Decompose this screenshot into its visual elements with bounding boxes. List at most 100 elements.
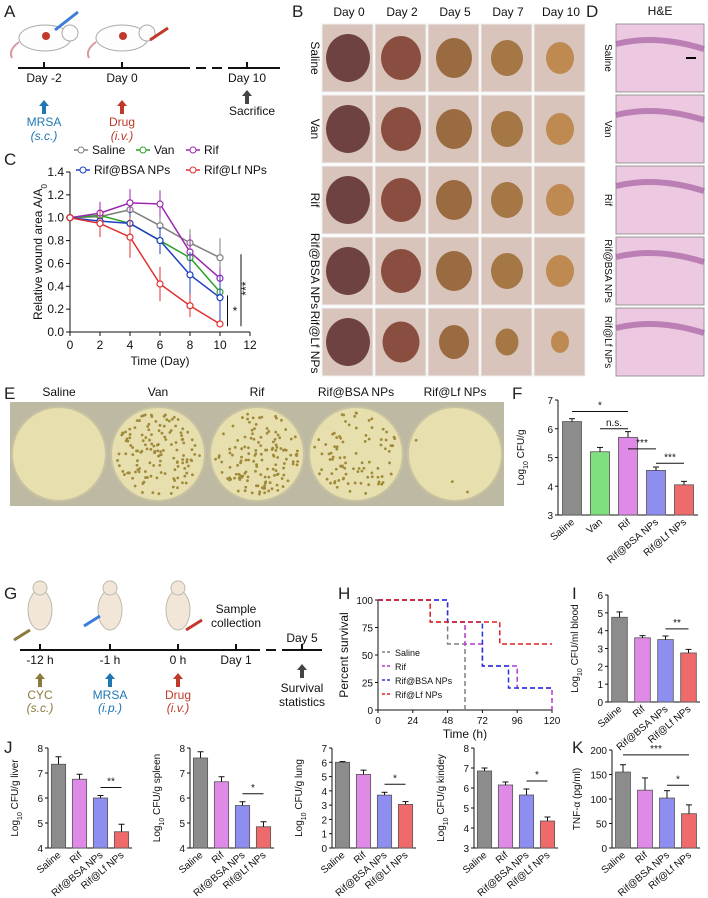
colony bbox=[173, 468, 177, 472]
y-tick-label: 0 bbox=[367, 706, 373, 717]
colony bbox=[170, 417, 174, 421]
bar bbox=[334, 761, 351, 849]
colony bbox=[331, 455, 335, 459]
bar bbox=[674, 484, 694, 516]
colony bbox=[126, 471, 130, 475]
y-tick-label: 5 bbox=[547, 454, 553, 465]
colony bbox=[274, 414, 277, 418]
bar bbox=[397, 804, 414, 849]
event-route: (i.p.) bbox=[98, 701, 122, 715]
event-route: (s.c.) bbox=[31, 129, 58, 143]
colony bbox=[153, 451, 156, 455]
colony bbox=[255, 463, 258, 467]
colony bbox=[273, 437, 277, 441]
y-tick-label: 5 bbox=[179, 819, 185, 830]
event-label: statistics bbox=[279, 695, 325, 709]
y-tick-label: 5 bbox=[463, 804, 469, 815]
colony bbox=[147, 422, 151, 426]
y-tick-label: 0.4 bbox=[47, 279, 64, 293]
epidermis-layer bbox=[615, 321, 705, 336]
x-tick-label: 10 bbox=[213, 338, 227, 352]
colony bbox=[273, 473, 276, 477]
data-point bbox=[216, 320, 224, 328]
colony bbox=[239, 459, 243, 463]
bar bbox=[646, 470, 666, 516]
bar bbox=[634, 637, 651, 703]
y-tick-label: 4 bbox=[597, 627, 603, 638]
colony bbox=[250, 491, 254, 495]
wound-area bbox=[326, 247, 370, 295]
plate-label: Van bbox=[148, 385, 168, 399]
colony bbox=[134, 470, 137, 474]
colony bbox=[133, 426, 137, 430]
legend-label: Rif@Lf NPs bbox=[395, 690, 443, 700]
bar bbox=[92, 797, 109, 849]
colony bbox=[248, 420, 251, 424]
wound-area bbox=[491, 40, 523, 76]
colony bbox=[144, 436, 148, 440]
colony bbox=[243, 445, 247, 449]
group-label: Van bbox=[308, 119, 322, 139]
day-label: Day 5 bbox=[439, 5, 471, 19]
colony bbox=[286, 479, 290, 483]
y-tick-label: 100 bbox=[356, 596, 373, 607]
colony bbox=[148, 438, 151, 442]
colony bbox=[252, 437, 256, 441]
colony bbox=[174, 441, 178, 444]
colony bbox=[333, 445, 337, 449]
y-tick-label: 4 bbox=[37, 844, 43, 855]
colony bbox=[295, 452, 299, 456]
colony bbox=[357, 467, 361, 470]
colony bbox=[244, 458, 248, 462]
epidermis-layer bbox=[615, 37, 705, 52]
colony bbox=[135, 419, 139, 423]
panel-c-chart: Saline Van Rif Rif@BSA NPs Rif@Lf NPs 0.0 0.2 0… bbox=[31, 143, 267, 368]
colony bbox=[237, 472, 241, 476]
colony bbox=[252, 459, 256, 463]
y-axis-label-tail: CFU/g spleen bbox=[152, 754, 163, 818]
colony bbox=[231, 424, 235, 428]
panel-a-timeline: Day -2 Day 0 Day 10 MRSA (s.c.) Drug (i.… bbox=[9, 10, 280, 143]
colony bbox=[135, 449, 138, 453]
colony bbox=[264, 480, 268, 484]
colony bbox=[330, 472, 334, 475]
wound-area bbox=[546, 255, 574, 287]
bar bbox=[255, 826, 272, 849]
mouse-icon bbox=[86, 24, 156, 59]
wound-area bbox=[436, 38, 472, 78]
colony bbox=[274, 443, 278, 447]
colony bbox=[291, 462, 295, 466]
colony bbox=[466, 490, 469, 494]
colony bbox=[176, 464, 180, 468]
colony bbox=[280, 418, 283, 422]
panel-f-letter: F bbox=[512, 384, 523, 403]
colony bbox=[251, 416, 255, 420]
y-axis-label-sub: 10 bbox=[301, 812, 308, 820]
colony bbox=[450, 480, 454, 484]
colony bbox=[380, 475, 384, 478]
bar bbox=[518, 794, 535, 849]
colony bbox=[260, 458, 264, 462]
colony bbox=[125, 437, 129, 441]
colony bbox=[150, 433, 153, 437]
colony bbox=[159, 471, 163, 474]
colony bbox=[136, 459, 139, 463]
colony bbox=[157, 429, 161, 433]
colony bbox=[182, 454, 185, 457]
arrow-up-icon bbox=[242, 90, 252, 104]
y-tick-label: 6 bbox=[597, 591, 603, 602]
colony bbox=[198, 454, 201, 458]
y-tick-label: 8 bbox=[37, 744, 43, 755]
wound-area bbox=[326, 34, 370, 82]
day-label: Day 7 bbox=[492, 5, 524, 19]
y-axis-label-sub: 10 bbox=[443, 817, 450, 825]
colony bbox=[335, 485, 339, 489]
y-axis-label: Log10 CFU/g bbox=[516, 429, 530, 485]
data-point bbox=[96, 219, 104, 228]
timeline-label: Day 0 bbox=[106, 71, 138, 85]
y-tick-label: 2 bbox=[321, 815, 327, 826]
colony bbox=[236, 463, 240, 467]
colony bbox=[251, 432, 254, 436]
data-point bbox=[216, 254, 224, 262]
y-axis-label: Percent survival bbox=[337, 612, 351, 697]
